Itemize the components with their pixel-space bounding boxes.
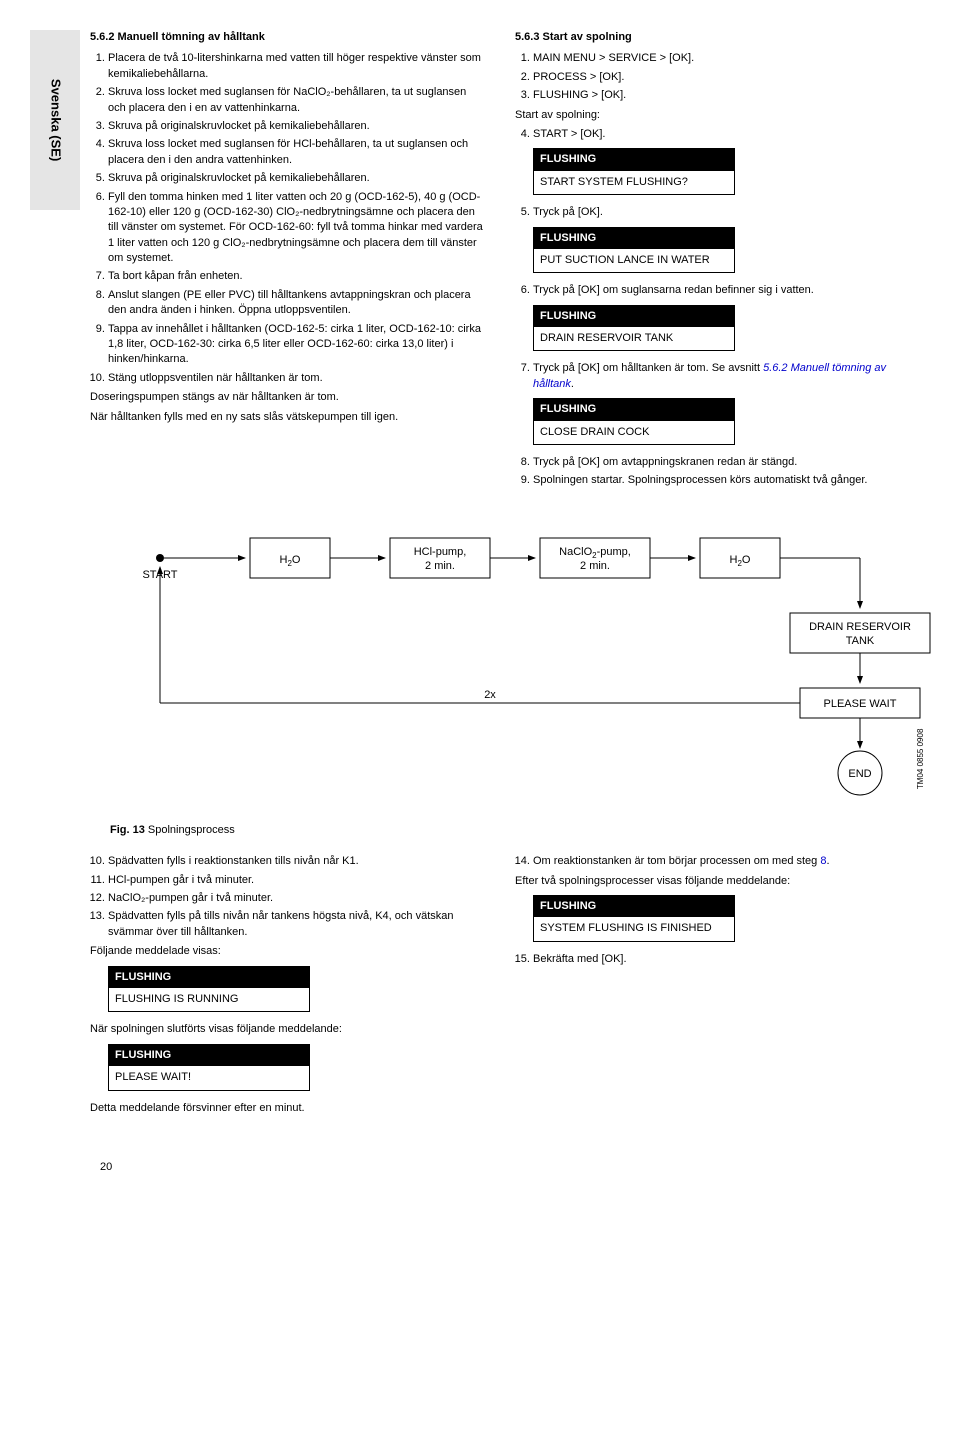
list-item: Skruva på originalskruvlocket på kemikal…: [108, 119, 485, 134]
section-563-list-e: Tryck på [OK] om hålltanken är tom. Se a…: [515, 361, 910, 392]
list-item: Fyll den tomma hinken med 1 liter vatten…: [108, 190, 485, 267]
bottom-left-column: Spädvatten fylls i reaktionstanken tills…: [90, 850, 485, 1120]
list-item: Tryck på [OK] om suglansarna redan befin…: [533, 283, 910, 298]
language-tab-label: Svenska (SE): [46, 79, 64, 161]
list-item: Bekräfta med [OK].: [533, 952, 910, 967]
svg-text:END: END: [848, 768, 871, 780]
display-header: FLUSHING: [534, 399, 734, 420]
display-header: FLUSHING: [109, 1045, 309, 1066]
display-body: CLOSE DRAIN COCK: [534, 421, 734, 444]
display-box: FLUSHING PUT SUCTION LANCE IN WATER: [533, 227, 735, 274]
step14-text-a: Om reaktionstanken är tom börjar process…: [533, 855, 820, 867]
bottom-right-list: Om reaktionstanken är tom börjar process…: [515, 854, 910, 869]
display-header: FLUSHING: [109, 967, 309, 988]
right-column: 5.6.3 Start av spolning MAIN MENU > SERV…: [515, 30, 910, 493]
list-item: Skruva loss locket med suglansen för HCl…: [108, 137, 485, 168]
section-563-list-f: Tryck på [OK] om avtappningskranen redan…: [515, 455, 910, 489]
list-item: NaClO₂-pumpen går i två minuter.: [108, 891, 485, 906]
language-tab: Svenska (SE): [30, 30, 80, 210]
list-item: Spädvatten fylls i reaktionstanken tills…: [108, 854, 485, 869]
start-label: Start av spolning:: [515, 108, 910, 123]
svg-text:H2O: H2O: [280, 554, 301, 568]
display-box: FLUSHING FLUSHING IS RUNNING: [108, 966, 310, 1013]
fig-title: Spolningsprocess: [148, 824, 235, 836]
bottom-left-list: Spädvatten fylls i reaktionstanken tills…: [90, 854, 485, 940]
list-item: Tryck på [OK] om avtappningskranen redan…: [533, 455, 910, 470]
page-number: 20: [100, 1160, 910, 1175]
display-body: FLUSHING IS RUNNING: [109, 988, 309, 1011]
svg-text:DRAIN RESERVOIR: DRAIN RESERVOIR: [809, 621, 911, 633]
list-item: PROCESS > [OK].: [533, 70, 910, 85]
section-562-list: Placera de två 10-litershinkarna med vat…: [90, 51, 485, 386]
list-item: Ta bort kåpan från enheten.: [108, 269, 485, 284]
gone-text: Detta meddelande försvinner efter en min…: [90, 1101, 485, 1116]
svg-text:PLEASE WAIT: PLEASE WAIT: [824, 698, 897, 710]
svg-text:2 min.: 2 min.: [580, 560, 610, 572]
display-header: FLUSHING: [534, 306, 734, 327]
list-item: Anslut slangen (PE eller PVC) till hållt…: [108, 288, 485, 319]
display-header: FLUSHING: [534, 228, 734, 249]
display-body: START SYSTEM FLUSHING?: [534, 171, 734, 194]
section-563-list-d: Tryck på [OK] om suglansarna redan befin…: [515, 283, 910, 298]
done-text: När spolningen slutförts visas följande …: [90, 1022, 485, 1037]
bottom-right-column: Om reaktionstanken är tom börjar process…: [515, 850, 910, 1120]
list-item: Tryck på [OK] om hålltanken är tom. Se a…: [533, 361, 910, 392]
note-text: Doseringspumpen stängs av när hålltanken…: [90, 390, 485, 405]
list-item: Spolningen startar. Spolningsprocessen k…: [533, 473, 910, 488]
svg-text:2 min.: 2 min.: [425, 560, 455, 572]
step7-text-a: Tryck på [OK] om hålltanken är tom. Se a…: [533, 362, 763, 374]
list-item: Tryck på [OK].: [533, 205, 910, 220]
section-563-list-c: Tryck på [OK].: [515, 205, 910, 220]
flushing-process-diagram: START H2O HCl-pump, 2 min. NaClO2-pump, …: [90, 523, 910, 803]
list-item: Skruva loss locket med suglansen för NaC…: [108, 85, 485, 116]
svg-text:NaClO2-pump,: NaClO2-pump,: [559, 546, 631, 560]
list-item: Tappa av innehållet i hålltanken (OCD-16…: [108, 322, 485, 368]
svg-text:HCl-pump,: HCl-pump,: [414, 546, 467, 558]
list-item: Om reaktionstanken är tom börjar process…: [533, 854, 910, 869]
list-item: Spädvatten fylls på tills nivån når tank…: [108, 909, 485, 940]
svg-text:H2O: H2O: [730, 554, 751, 568]
fig-number: Fig. 13: [110, 824, 145, 836]
display-box: FLUSHING DRAIN RESERVOIR TANK: [533, 305, 735, 352]
display-body: SYSTEM FLUSHING IS FINISHED: [534, 917, 734, 940]
note-text: När hålltanken fylls med en ny sats slås…: [90, 410, 485, 425]
section-562-title: 5.6.2 Manuell tömning av hålltank: [90, 30, 485, 45]
list-item: Stäng utloppsventilen när hålltanken är …: [108, 371, 485, 386]
after-two-text: Efter två spolningsprocesser visas följa…: [515, 874, 910, 889]
figure-caption: Fig. 13 Spolningsprocess: [110, 823, 910, 838]
display-header: FLUSHING: [534, 149, 734, 170]
display-box: FLUSHING START SYSTEM FLUSHING?: [533, 148, 735, 195]
display-header: FLUSHING: [534, 896, 734, 917]
display-body: DRAIN RESERVOIR TANK: [534, 327, 734, 350]
step14-text-b: .: [826, 855, 829, 867]
section-563-title: 5.6.3 Start av spolning: [515, 30, 910, 45]
following-message-label: Följande meddelade visas:: [90, 944, 485, 959]
list-item: FLUSHING > [OK].: [533, 88, 910, 103]
list-item: Skruva på originalskruvlocket på kemikal…: [108, 171, 485, 186]
tm-code: TM04 0855 0908: [914, 728, 925, 789]
list-item: MAIN MENU > SERVICE > [OK].: [533, 51, 910, 66]
step7-text-b: .: [571, 378, 574, 390]
svg-text:2x: 2x: [484, 689, 496, 701]
bottom-right-list-2: Bekräfta med [OK].: [515, 952, 910, 967]
display-box: FLUSHING SYSTEM FLUSHING IS FINISHED: [533, 895, 735, 942]
display-box: FLUSHING CLOSE DRAIN COCK: [533, 398, 735, 445]
display-body: PUT SUCTION LANCE IN WATER: [534, 249, 734, 272]
list-item: HCl-pumpen går i två minuter.: [108, 873, 485, 888]
section-563-list-a: MAIN MENU > SERVICE > [OK]. PROCESS > [O…: [515, 51, 910, 103]
list-item: START > [OK].: [533, 127, 910, 142]
display-box: FLUSHING PLEASE WAIT!: [108, 1044, 310, 1091]
list-item: Placera de två 10-litershinkarna med vat…: [108, 51, 485, 82]
left-column: 5.6.2 Manuell tömning av hålltank Placer…: [90, 30, 485, 493]
svg-text:TANK: TANK: [846, 635, 875, 647]
display-body: PLEASE WAIT!: [109, 1066, 309, 1089]
section-563-list-b: START > [OK].: [515, 127, 910, 142]
